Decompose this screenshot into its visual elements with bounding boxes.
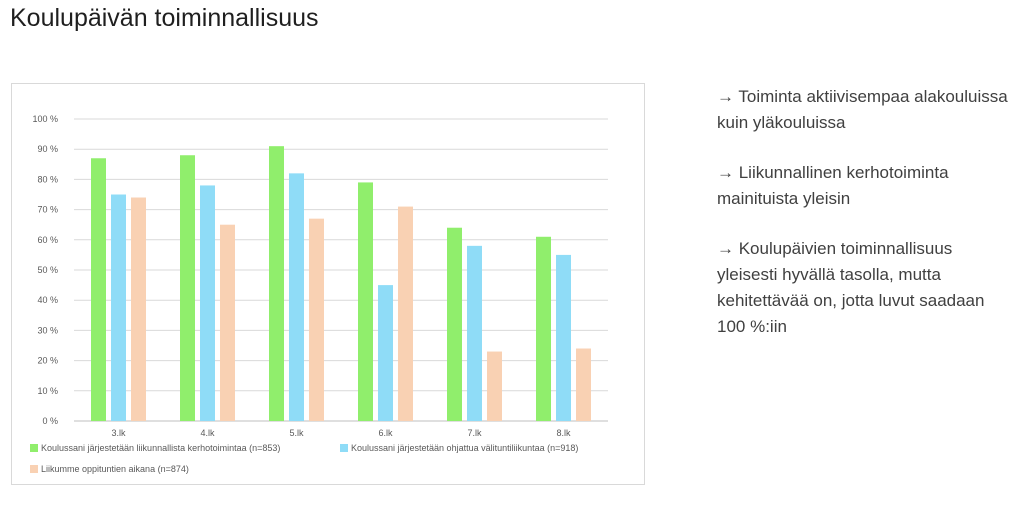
bar (269, 146, 284, 421)
bar (180, 155, 195, 421)
bar (358, 182, 373, 421)
y-tick-label: 90 % (37, 144, 58, 154)
bar (576, 348, 591, 421)
x-tick-label: 8.lk (556, 428, 571, 438)
legend-label: Liikumme oppituntien aikana (n=874) (41, 464, 189, 474)
chart-canvas: 0 % 10 % 20 % 30 % 40 % 50 % 60 % 70 % 80 % 90 % 1… (30, 114, 608, 474)
legend-label: Koulussani järjestetään ohjattua välitun… (351, 443, 578, 453)
legend-swatch (30, 465, 38, 473)
y-tick-label: 50 % (37, 265, 58, 275)
bar (556, 254, 571, 421)
y-tick-label: 60 % (37, 235, 58, 245)
bar (131, 197, 146, 421)
y-tick-label: 0 % (42, 416, 58, 426)
page-title: Koulupäivän toiminnallisuus (10, 4, 319, 32)
x-tick-label: 3.lk (111, 428, 126, 438)
bar (487, 351, 502, 421)
y-tick-label: 40 % (37, 295, 58, 305)
note-text: → Liikunnallinen kerhotoiminta mainituis… (717, 163, 949, 208)
note-text: → Koulupäivien toiminnallisuus yleisesti… (717, 239, 985, 336)
note-text: → Toiminta aktiivisempaa alakouluissa ku… (717, 87, 1008, 132)
y-tick-label: 80 % (37, 174, 58, 184)
y-tick-label: 100 % (32, 114, 58, 124)
bar (536, 236, 551, 421)
y-tick-label: 70 % (37, 205, 58, 215)
legend-label: Koulussani järjestetään liikunnallista k… (41, 443, 280, 453)
legend-swatch (340, 444, 348, 452)
y-tick-label: 10 % (37, 386, 58, 396)
bar-chart: 0 % 10 % 20 % 30 % 40 % 50 % 60 % 70 % 80 % 90 % 1… (11, 83, 645, 485)
bar (91, 158, 106, 421)
bar (220, 224, 235, 421)
notes-panel: → Toiminta aktiivisempaa alakouluissa ku… (717, 84, 1017, 364)
bar (378, 285, 393, 421)
bar (398, 206, 413, 421)
bar (309, 218, 324, 421)
bar (467, 245, 482, 421)
x-tick-label: 7.lk (467, 428, 482, 438)
y-tick-label: 20 % (37, 356, 58, 366)
legend-swatch (30, 444, 38, 452)
x-tick-label: 6.lk (378, 428, 393, 438)
bar (289, 173, 304, 421)
x-tick-label: 5.lk (289, 428, 304, 438)
bar (111, 194, 126, 421)
bar (447, 227, 462, 421)
bar (200, 185, 215, 421)
y-tick-label: 30 % (37, 325, 58, 335)
x-tick-label: 4.lk (200, 428, 215, 438)
